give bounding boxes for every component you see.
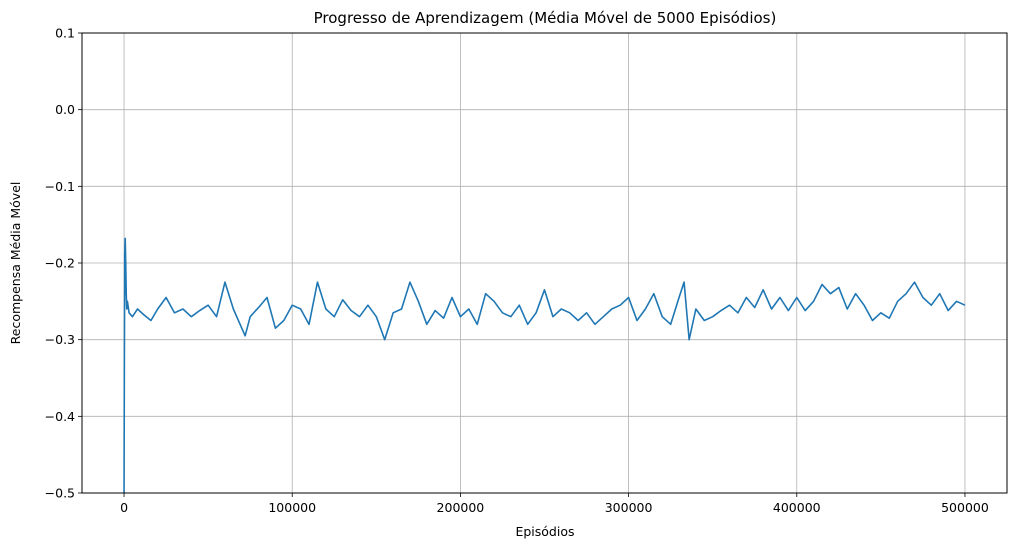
grid [82, 32, 1007, 494]
chart-title: Progresso de Aprendizagem (Média Móvel d… [314, 9, 777, 27]
x-tick-label: 400000 [773, 500, 821, 515]
x-tick-label: 500000 [941, 500, 989, 515]
y-tick-label: 0.0 [55, 102, 75, 117]
x-tick-label: 200000 [437, 500, 485, 515]
y-ticks: −0.5 −0.4 −0.3 −0.2 −0.1 0.0 0.1 [45, 26, 82, 501]
y-tick-label: −0.5 [45, 486, 75, 501]
y-tick-label: −0.4 [45, 409, 75, 424]
y-tick-label: −0.2 [45, 256, 75, 271]
x-ticks: 0 100000 200000 300000 400000 500000 [120, 493, 989, 515]
x-tick-label: 0 [120, 500, 128, 515]
series-layer [123, 237, 966, 494]
y-tick-label: 0.1 [55, 26, 75, 41]
x-tick-label: 300000 [605, 500, 653, 515]
y-axis-label: Recompensa Média Móvel [8, 182, 23, 345]
y-tick-label: −0.3 [45, 332, 75, 347]
series-line-0 [123, 237, 966, 494]
x-axis-label: Episódios [515, 524, 574, 539]
y-tick-label: −0.1 [45, 179, 75, 194]
x-tick-label: 100000 [268, 500, 316, 515]
